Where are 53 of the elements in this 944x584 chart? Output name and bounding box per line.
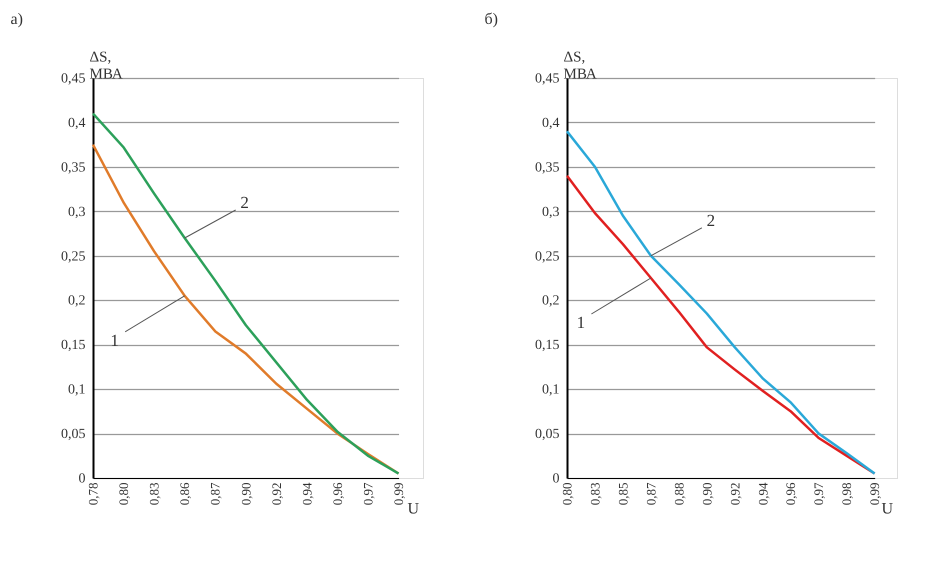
x-tick-label: 0,96 bbox=[783, 482, 798, 506]
x-tick-label: 0,99 bbox=[391, 482, 406, 506]
x-tick-label: 0,80 bbox=[560, 482, 574, 506]
x-tick-label: 0,87 bbox=[643, 482, 658, 506]
y-tick-label: 0,25 bbox=[535, 249, 560, 264]
x-tick-label: 0,80 bbox=[116, 482, 132, 506]
x-tick-label: 0,87 bbox=[208, 482, 223, 506]
x-tick-label: 0,85 bbox=[615, 482, 630, 506]
x-tick-label: 0,90 bbox=[238, 482, 254, 506]
annotation: 2 bbox=[240, 193, 249, 212]
y-tick-label: 0,4 bbox=[68, 116, 86, 131]
x-tick-label: 0,78 bbox=[86, 482, 100, 506]
annotation: 1 bbox=[576, 313, 586, 332]
y-tick-label: 0,2 bbox=[68, 294, 86, 309]
x-tick-label: 0,92 bbox=[268, 482, 284, 506]
y-tick-label: 0 bbox=[552, 472, 560, 486]
x-axis-title: U bbox=[408, 500, 420, 518]
x-tick-label: 0,94 bbox=[755, 482, 770, 506]
annotation: 1 bbox=[110, 330, 119, 350]
y-tick-label: 0,4 bbox=[542, 116, 560, 131]
x-tick-label: 0,92 bbox=[727, 482, 742, 506]
y-tick-label: 0,1 bbox=[68, 382, 86, 398]
y-axis-title: ΔS, МВА bbox=[564, 50, 597, 82]
x-tick-label: 0,83 bbox=[146, 482, 162, 506]
y-tick-label: 0,35 bbox=[535, 160, 560, 176]
y-tick-label: 0,35 bbox=[61, 160, 86, 176]
y-tick-label: 0,25 bbox=[61, 249, 86, 264]
y-tick-label: 0,05 bbox=[535, 427, 560, 442]
y-tick-label: 0,1 bbox=[542, 382, 560, 398]
x-tick-label: 0,96 bbox=[330, 482, 345, 506]
x-axis-title: U bbox=[882, 500, 894, 518]
annotation: 2 bbox=[706, 210, 716, 230]
x-tick-label: 0,98 bbox=[839, 482, 854, 506]
y-tick-label: 0,15 bbox=[61, 338, 86, 354]
y-tick-label: 0,45 bbox=[61, 72, 86, 86]
chart-title: а) bbox=[10, 11, 23, 28]
y-tick-label: 0,3 bbox=[68, 204, 86, 220]
y-axis-title: ΔS, МВА bbox=[90, 50, 123, 82]
x-tick-label: 0,94 bbox=[299, 482, 314, 506]
x-tick-label: 0,83 bbox=[587, 482, 602, 506]
y-tick-label: 0 bbox=[78, 472, 86, 486]
chart-title: б) bbox=[484, 11, 498, 28]
x-tick-label: 0,88 bbox=[671, 482, 686, 506]
y-tick-label: 0,2 bbox=[542, 294, 560, 309]
x-tick-label: 0,97 bbox=[811, 482, 826, 506]
y-tick-label: 0,3 bbox=[542, 204, 560, 220]
y-tick-label: 0,15 bbox=[535, 338, 560, 354]
x-tick-label: 0,90 bbox=[699, 482, 714, 506]
x-tick-label: 0,99 bbox=[867, 482, 882, 506]
x-tick-label: 0,97 bbox=[360, 482, 376, 506]
y-tick-label: 0,45 bbox=[535, 72, 560, 86]
y-tick-label: 0,05 bbox=[61, 427, 86, 442]
x-tick-label: 0,86 bbox=[177, 482, 192, 506]
